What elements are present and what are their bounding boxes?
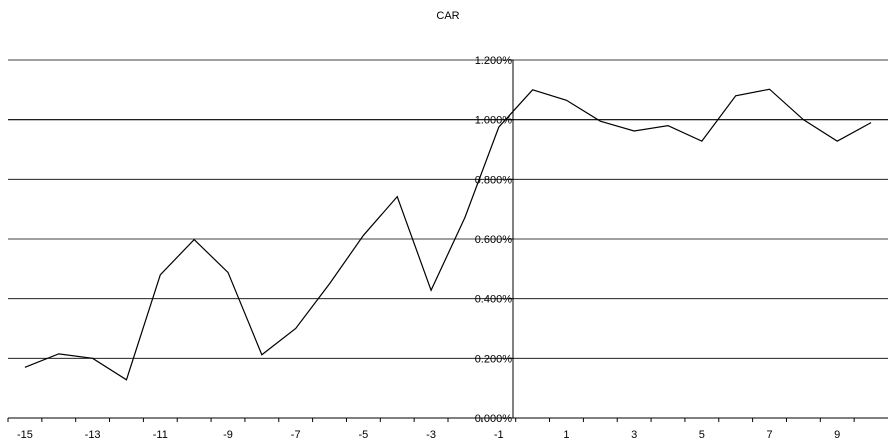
x-tick-label: -7: [291, 429, 301, 441]
x-tick-label: -13: [85, 429, 101, 441]
y-tick-label: 0.200%: [475, 353, 513, 365]
series-layer: [24, 88, 872, 381]
y-tick-label: 0.600%: [475, 234, 513, 246]
x-tick-label: -5: [358, 429, 368, 441]
x-tick-label: 7: [766, 429, 772, 441]
x-tick-label: 5: [699, 429, 705, 441]
x-tick-label: -11: [153, 429, 168, 441]
axes: [7, 59, 888, 422]
gridlines: [8, 59, 888, 359]
x-tick-label: 1: [563, 429, 569, 441]
y-tick-labels: 0.000% 0.200% 0.400% 0.600% 0.800% 1.000% 1.20…: [475, 55, 513, 425]
y-tick-label: 0.800%: [475, 174, 513, 186]
x-tick-label: 3: [631, 429, 637, 441]
series-line: [24, 88, 872, 381]
x-tick-label: -3: [426, 429, 436, 441]
x-tick-label: -1: [494, 429, 504, 441]
chart-title: CAR: [436, 10, 459, 22]
y-tick-label: 1.200%: [475, 55, 513, 67]
y-tick-label: 0.000%: [475, 413, 513, 425]
x-tick-labels: -15 -13 -11 -9 -7 -5 -3 -1 1 3 5 7 9: [17, 429, 840, 441]
x-tick-label: 9: [834, 429, 840, 441]
y-tick-label: 1.000%: [475, 115, 513, 127]
y-tick-label: 0.400%: [475, 294, 513, 306]
x-tick-label: -15: [17, 429, 33, 441]
x-tick-label: -9: [223, 429, 233, 441]
